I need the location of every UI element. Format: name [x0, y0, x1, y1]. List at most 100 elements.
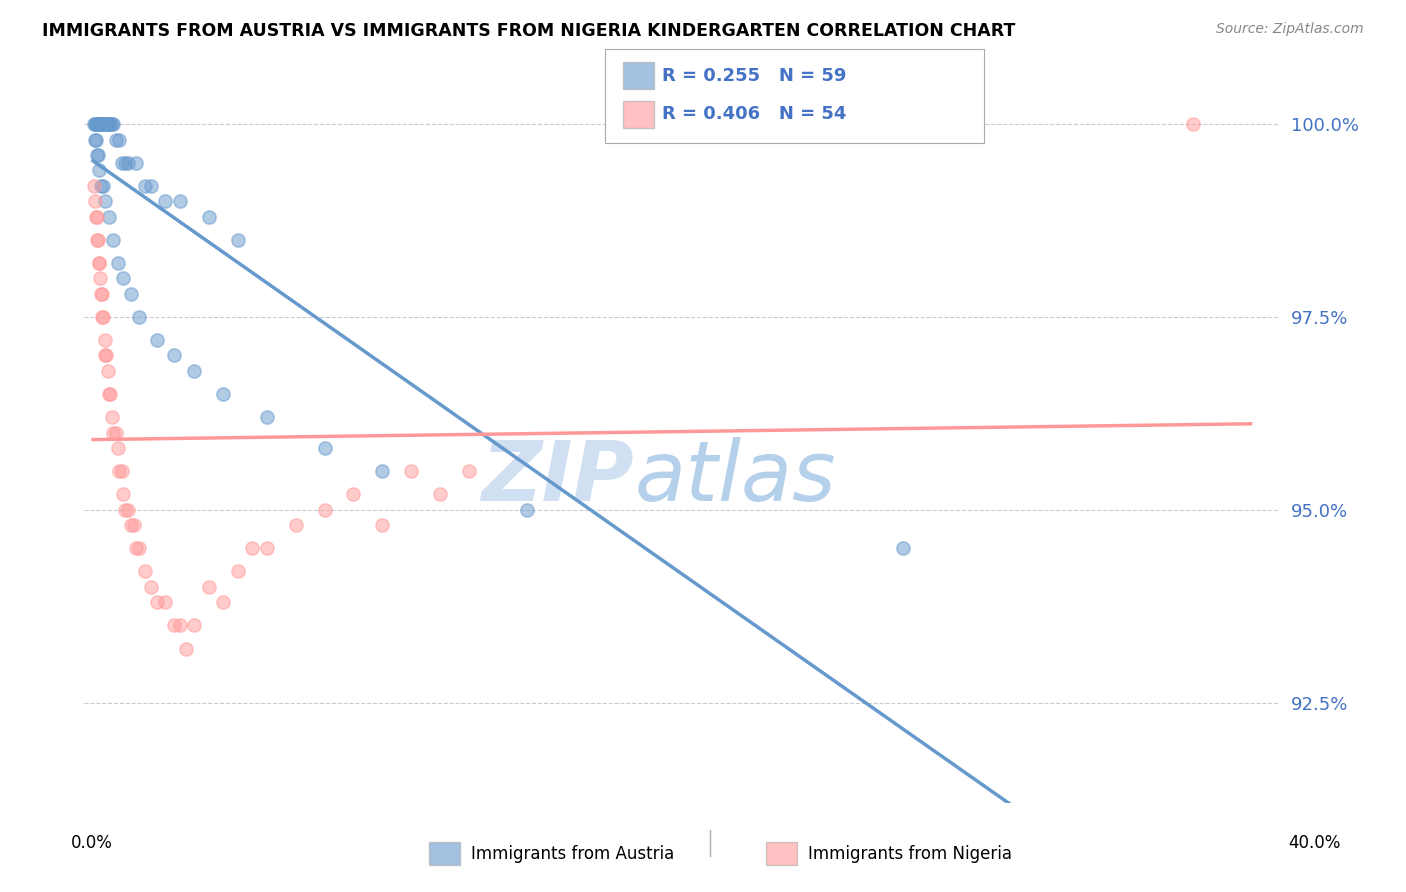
Point — [93, 117, 115, 131]
Point — [112, 487, 135, 501]
Point — [87, 117, 110, 131]
Point — [96, 117, 118, 131]
Point — [117, 155, 139, 169]
Text: Immigrants from Nigeria: Immigrants from Nigeria — [808, 845, 1012, 863]
Point — [96, 364, 118, 378]
Point — [87, 117, 110, 131]
Point — [84, 210, 107, 224]
Point — [114, 502, 136, 516]
Text: IMMIGRANTS FROM AUSTRIA VS IMMIGRANTS FROM NIGERIA KINDERGARTEN CORRELATION CHAR: IMMIGRANTS FROM AUSTRIA VS IMMIGRANTS FR… — [42, 22, 1015, 40]
Point — [125, 155, 148, 169]
Point — [105, 132, 128, 146]
Point — [84, 117, 107, 131]
Point — [107, 441, 129, 455]
Point — [108, 464, 131, 478]
Point — [284, 518, 307, 533]
Point — [128, 541, 150, 556]
Point — [429, 487, 451, 501]
Text: Immigrants from Austria: Immigrants from Austria — [471, 845, 675, 863]
Point — [100, 117, 122, 131]
Text: atlas: atlas — [634, 436, 835, 517]
Point — [84, 132, 107, 146]
Point — [183, 364, 205, 378]
Text: R = 0.406   N = 54: R = 0.406 N = 54 — [662, 105, 846, 123]
Text: 40.0%: 40.0% — [1288, 834, 1341, 852]
Point — [163, 349, 186, 363]
Point — [314, 441, 336, 455]
Point — [84, 117, 107, 131]
Point — [169, 618, 191, 632]
Point — [174, 641, 197, 656]
Point — [114, 155, 136, 169]
Point — [145, 595, 167, 609]
Point — [87, 233, 110, 247]
Point — [91, 117, 114, 131]
Point — [139, 580, 162, 594]
Point — [89, 256, 111, 270]
Point — [120, 518, 142, 533]
Point — [458, 464, 481, 478]
Text: 0.0%: 0.0% — [70, 834, 112, 852]
Point — [97, 210, 120, 224]
Point — [91, 310, 114, 324]
Point — [111, 464, 134, 478]
Point — [103, 425, 125, 440]
Point — [91, 178, 114, 193]
Point — [516, 502, 538, 516]
Point — [125, 541, 148, 556]
Point — [101, 233, 124, 247]
Text: Source: ZipAtlas.com: Source: ZipAtlas.com — [1216, 22, 1364, 37]
Point — [101, 117, 124, 131]
Point — [108, 132, 131, 146]
Point — [1181, 117, 1204, 131]
Point — [93, 333, 115, 347]
Point — [112, 271, 135, 285]
Point — [212, 387, 235, 401]
Text: R = 0.255   N = 59: R = 0.255 N = 59 — [662, 67, 846, 85]
Point — [100, 387, 122, 401]
Point — [90, 286, 112, 301]
Text: ZIP: ZIP — [481, 436, 634, 517]
Point — [97, 387, 120, 401]
Point — [83, 178, 105, 193]
Point — [342, 487, 364, 501]
Point — [86, 233, 108, 247]
Point — [401, 464, 423, 478]
Point — [101, 410, 124, 425]
Point — [256, 410, 278, 425]
Point — [371, 464, 394, 478]
Point — [96, 117, 118, 131]
Point — [120, 286, 142, 301]
Point — [89, 163, 111, 178]
Point — [94, 194, 117, 209]
Point — [226, 565, 249, 579]
Point — [86, 210, 108, 224]
Point — [169, 194, 191, 209]
Point — [107, 256, 129, 270]
Point — [197, 210, 219, 224]
Point — [93, 117, 115, 131]
Point — [84, 132, 107, 146]
Point — [91, 310, 114, 324]
Point — [891, 541, 914, 556]
Point — [86, 117, 108, 131]
Point — [87, 148, 110, 162]
Point — [122, 518, 145, 533]
Point — [128, 310, 150, 324]
Point — [90, 117, 112, 131]
Point — [314, 502, 336, 516]
Point — [117, 502, 139, 516]
Point — [212, 595, 235, 609]
Point — [256, 541, 278, 556]
Point — [111, 155, 134, 169]
Point — [94, 349, 117, 363]
Point — [155, 194, 177, 209]
Point — [163, 618, 186, 632]
Point — [94, 349, 117, 363]
Point — [89, 117, 111, 131]
Point — [145, 333, 167, 347]
Point — [90, 286, 112, 301]
Point — [86, 148, 108, 162]
Point — [97, 117, 120, 131]
Point — [103, 117, 125, 131]
